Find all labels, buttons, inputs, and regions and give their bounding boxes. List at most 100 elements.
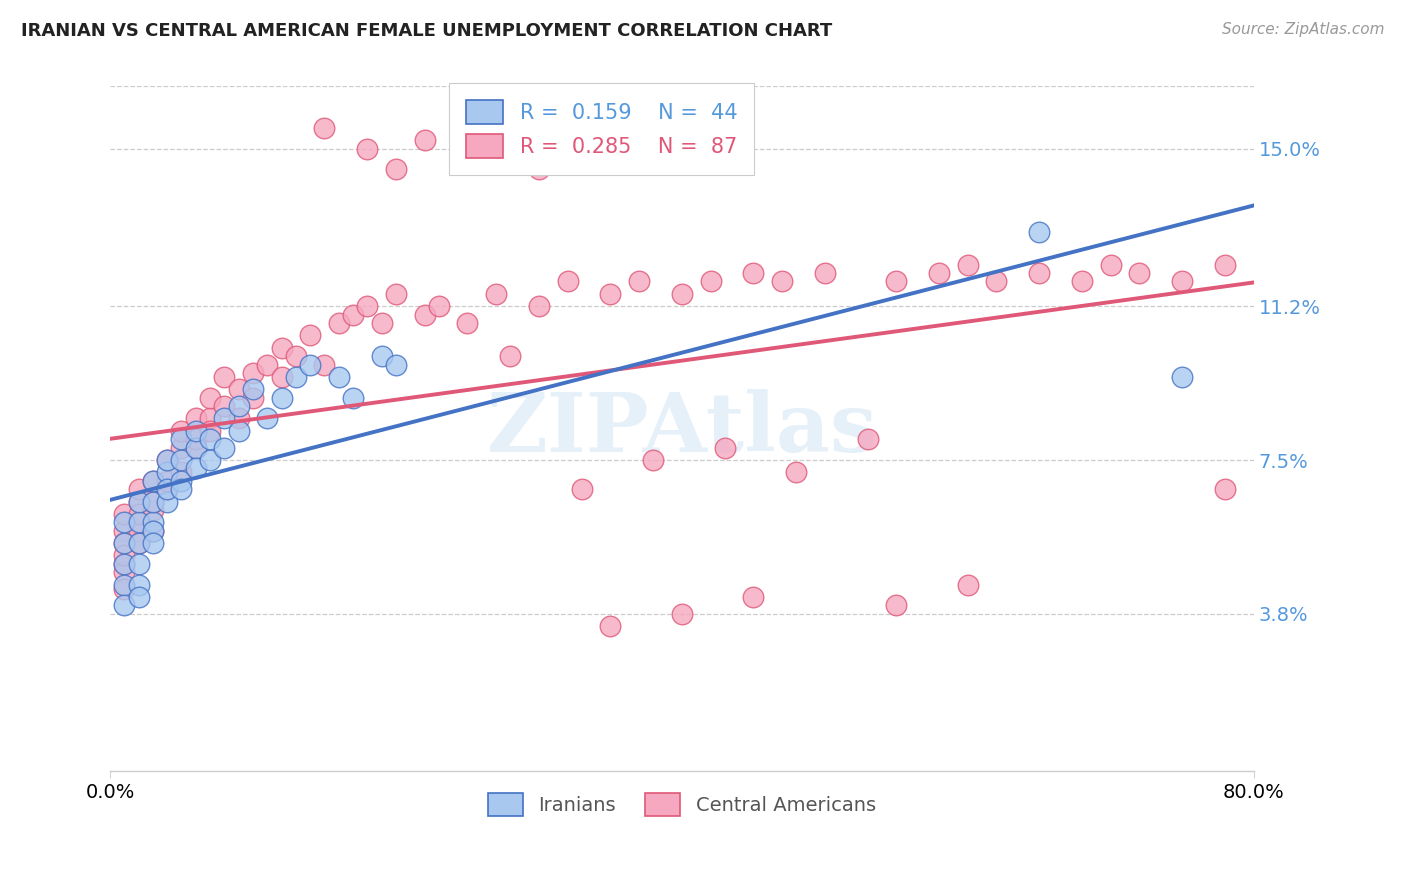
Point — [184, 424, 207, 438]
Point — [214, 441, 236, 455]
Point — [112, 536, 135, 550]
Point — [643, 453, 665, 467]
Point — [527, 299, 550, 313]
Point — [156, 482, 179, 496]
Point — [928, 266, 950, 280]
Point — [142, 503, 165, 517]
Point — [370, 316, 392, 330]
Point — [385, 287, 408, 301]
Point — [571, 482, 593, 496]
Point — [256, 411, 278, 425]
Point — [527, 162, 550, 177]
Legend: Iranians, Central Americans: Iranians, Central Americans — [479, 785, 884, 823]
Point — [342, 308, 364, 322]
Point — [627, 275, 650, 289]
Point — [156, 466, 179, 480]
Point — [184, 432, 207, 446]
Point — [228, 383, 250, 397]
Point — [456, 316, 478, 330]
Point — [112, 516, 135, 530]
Point — [770, 275, 793, 289]
Point — [886, 275, 908, 289]
Point — [699, 275, 721, 289]
Point — [142, 494, 165, 508]
Point — [214, 370, 236, 384]
Point — [142, 494, 165, 508]
Point — [270, 370, 292, 384]
Point — [284, 370, 307, 384]
Point — [128, 536, 150, 550]
Text: IRANIAN VS CENTRAL AMERICAN FEMALE UNEMPLOYMENT CORRELATION CHART: IRANIAN VS CENTRAL AMERICAN FEMALE UNEMP… — [21, 22, 832, 40]
Point — [198, 411, 221, 425]
Point — [128, 516, 150, 530]
Point — [128, 557, 150, 571]
Point — [242, 366, 264, 380]
Point — [170, 453, 193, 467]
Point — [156, 482, 179, 496]
Point — [370, 349, 392, 363]
Text: Source: ZipAtlas.com: Source: ZipAtlas.com — [1222, 22, 1385, 37]
Point — [499, 349, 522, 363]
Point — [112, 557, 135, 571]
Point — [742, 266, 765, 280]
Point — [228, 411, 250, 425]
Point — [142, 524, 165, 538]
Point — [956, 577, 979, 591]
Point — [314, 358, 336, 372]
Point — [198, 432, 221, 446]
Point — [112, 557, 135, 571]
Point — [228, 399, 250, 413]
Point — [1128, 266, 1150, 280]
Point — [112, 577, 135, 591]
Point — [785, 466, 807, 480]
Point — [128, 516, 150, 530]
Point — [112, 582, 135, 596]
Point — [170, 482, 193, 496]
Point — [1213, 258, 1236, 272]
Point — [284, 349, 307, 363]
Point — [170, 441, 193, 455]
Point — [128, 494, 150, 508]
Point — [112, 507, 135, 521]
Point — [356, 299, 378, 313]
Point — [128, 482, 150, 496]
Point — [328, 316, 350, 330]
Point — [256, 358, 278, 372]
Point — [128, 590, 150, 604]
Point — [214, 411, 236, 425]
Point — [599, 287, 621, 301]
Point — [142, 524, 165, 538]
Point — [184, 461, 207, 475]
Point — [1213, 482, 1236, 496]
Point — [198, 453, 221, 467]
Point — [671, 607, 693, 621]
Point — [427, 299, 450, 313]
Point — [1071, 275, 1094, 289]
Point — [142, 516, 165, 530]
Point — [270, 391, 292, 405]
Point — [856, 432, 879, 446]
Point — [156, 453, 179, 467]
Point — [485, 287, 508, 301]
Point — [112, 599, 135, 613]
Point — [228, 424, 250, 438]
Point — [671, 287, 693, 301]
Point — [1171, 370, 1194, 384]
Point — [742, 590, 765, 604]
Point — [156, 474, 179, 488]
Point — [156, 494, 179, 508]
Point — [299, 358, 322, 372]
Point — [170, 466, 193, 480]
Point — [156, 453, 179, 467]
Point — [128, 524, 150, 538]
Point — [128, 494, 150, 508]
Point — [385, 162, 408, 177]
Point — [128, 577, 150, 591]
Point — [356, 142, 378, 156]
Point — [170, 424, 193, 438]
Text: ZIPAtlas: ZIPAtlas — [486, 389, 877, 469]
Point — [456, 150, 478, 164]
Point — [385, 358, 408, 372]
Point — [214, 399, 236, 413]
Point — [112, 536, 135, 550]
